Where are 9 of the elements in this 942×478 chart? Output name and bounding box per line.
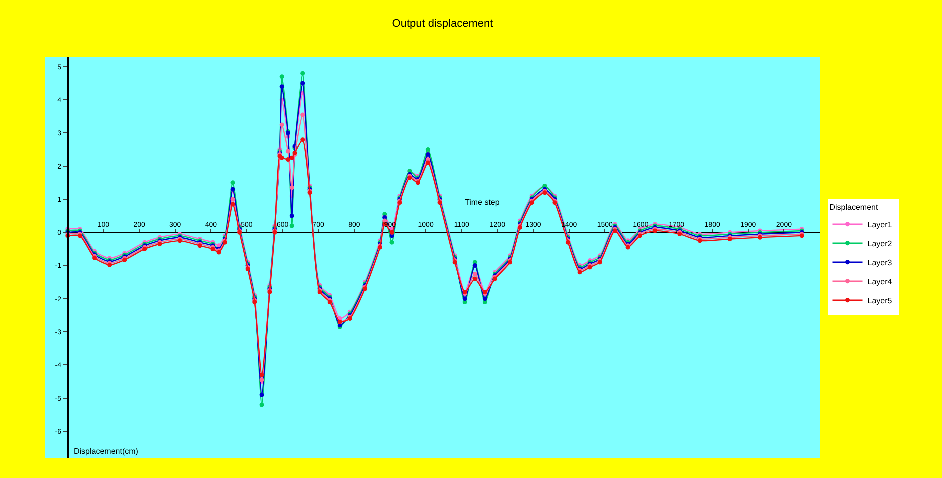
legend-label: Layer1 <box>868 220 893 230</box>
legend-label: Layer3 <box>868 258 893 268</box>
legend-label: Layer5 <box>868 296 893 306</box>
chart-title: Output displacement <box>392 18 494 30</box>
y-axis-title: Displacement(cm) <box>74 447 139 456</box>
legend-label: Layer2 <box>868 240 893 249</box>
x-axis-title: Time step <box>465 198 500 207</box>
legend-label: Layer4 <box>868 278 893 287</box>
legend-title: Displacement <box>830 202 879 212</box>
